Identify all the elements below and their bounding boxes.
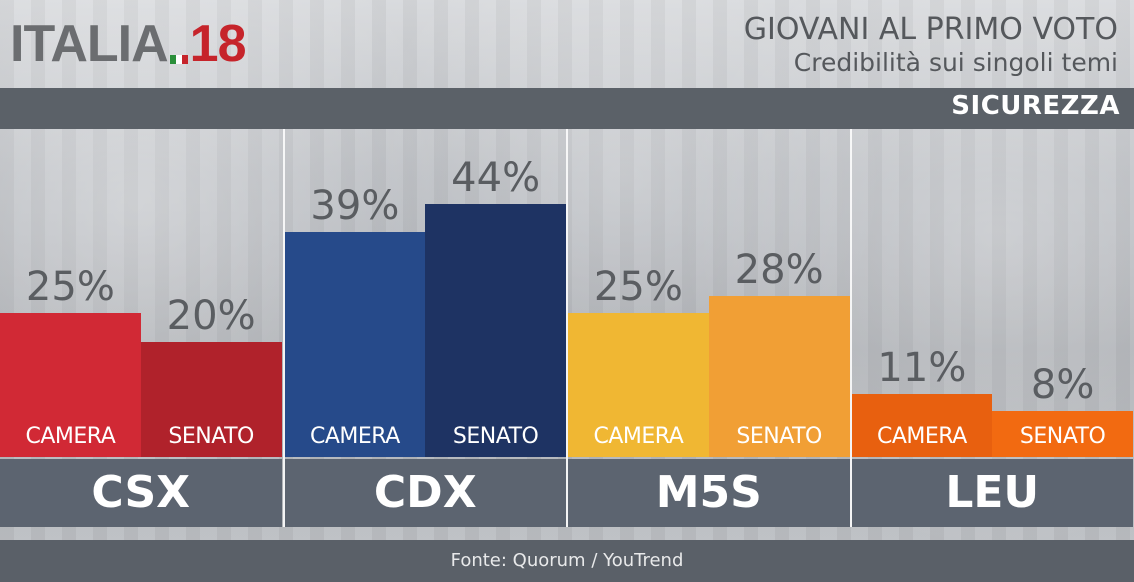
group-separator — [282, 129, 285, 527]
group-separator — [566, 129, 568, 527]
topic-label: SICUREZZA — [951, 91, 1120, 121]
logo-number: 18 — [189, 15, 247, 73]
value-label-m5s-camera: 25% — [593, 264, 683, 310]
source-bar: Fonte: Quorum / YouTrend — [0, 540, 1134, 582]
title-block: GIOVANI AL PRIMO VOTO Credibilità sui si… — [744, 12, 1118, 78]
value-label-cdx-camera: 39% — [310, 183, 400, 230]
italia18-logo: ITALIA 18 — [10, 14, 247, 74]
chart-title: GIOVANI AL PRIMO VOTO — [743, 12, 1118, 47]
bar-series-label: SENATO — [168, 423, 254, 449]
value-label-csx-senato: 20% — [166, 292, 256, 339]
value-label-leu-senato: 8% — [1030, 361, 1095, 408]
chart-subtitle: Credibilità sui singoli temi — [793, 48, 1118, 77]
bar-leu-camera: CAMERA — [851, 393, 993, 457]
bar-series-label: CAMERA — [25, 424, 116, 449]
logo-text: ITALIA — [10, 15, 169, 73]
value-label-cdx-senato: 44% — [451, 154, 541, 201]
bar-csx-senato: SENATO — [140, 341, 282, 457]
bar-m5s-senato: SENATO — [708, 295, 850, 457]
bar-series-label: CAMERA — [310, 423, 400, 449]
bar-csx-camera: CAMERA — [0, 313, 141, 457]
bar-series-label: SENATO — [452, 423, 539, 449]
bar-cdx-senato: SENATO — [425, 203, 566, 457]
bar-m5s-camera: CAMERA — [568, 313, 709, 457]
source-text: Fonte: Quorum / YouTrend — [450, 550, 684, 571]
category-label-cdx: CDX — [284, 459, 566, 527]
category-label-leu: LEU — [851, 459, 1133, 527]
bar-cdx-camera: CAMERA — [284, 232, 426, 457]
bar-series-label: SENATO — [736, 423, 822, 449]
category-label-csx: CSX — [0, 459, 282, 527]
topic-bar: SICUREZZA — [0, 88, 1134, 129]
flag-icon — [169, 55, 188, 64]
bar-leu-senato: SENATO — [992, 410, 1133, 457]
bar-series-label: CAMERA — [593, 424, 684, 449]
value-label-m5s-senato: 28% — [734, 246, 824, 293]
group-separator — [849, 129, 852, 527]
value-label-leu-camera: 11% — [877, 344, 967, 391]
category-label-m5s: M5S — [568, 459, 850, 527]
value-label-csx-camera: 25% — [25, 264, 115, 310]
bar-series-label: SENATO — [1019, 423, 1106, 449]
bar-series-label: CAMERA — [877, 423, 967, 449]
